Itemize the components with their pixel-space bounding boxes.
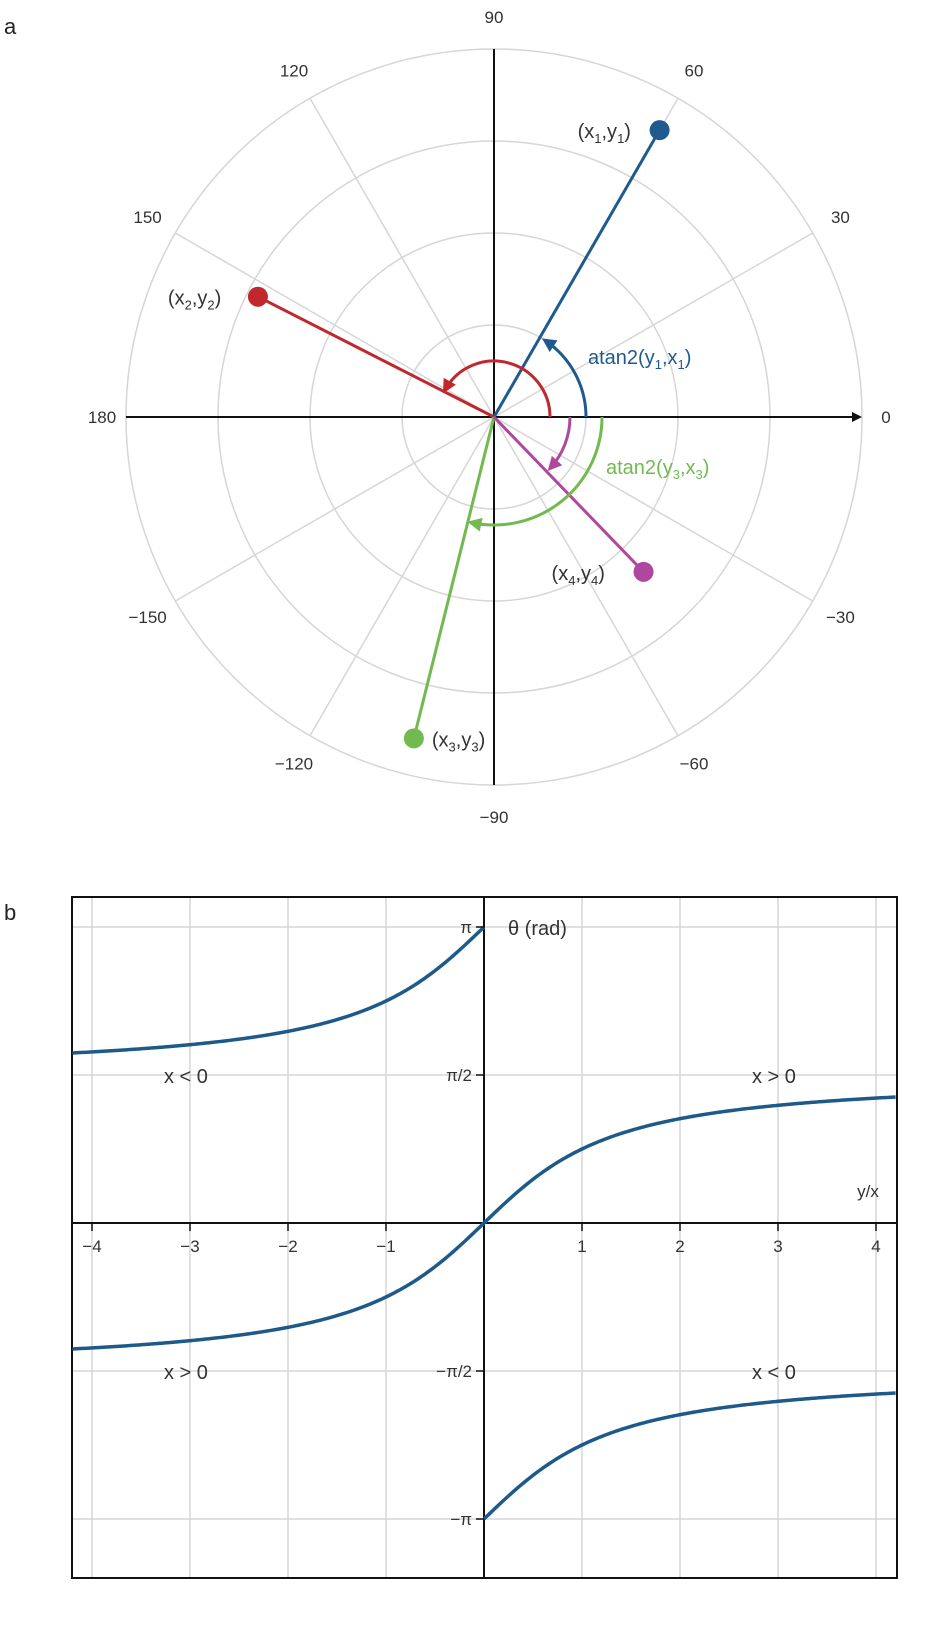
atan-series-0 bbox=[72, 925, 486, 1055]
x-tick-label: −4 bbox=[82, 1237, 101, 1256]
polar-angle-tick: 180 bbox=[88, 408, 116, 427]
x-tick-label: 1 bbox=[577, 1237, 586, 1256]
atan-series-2 bbox=[482, 1095, 896, 1225]
polar-spoke bbox=[309, 416, 495, 737]
polar-angle-tick: −150 bbox=[128, 608, 166, 627]
label-p2: (x2,y2) bbox=[168, 288, 221, 313]
x-tick-label: −1 bbox=[376, 1237, 395, 1256]
polar-spoke bbox=[493, 232, 814, 418]
y-tick-label: −π bbox=[450, 1510, 472, 1529]
angle-arrowhead-p3 bbox=[467, 517, 483, 532]
angle-arc-p1 bbox=[544, 339, 588, 418]
x-tick-label: 2 bbox=[675, 1237, 684, 1256]
polar-angle-tick: −90 bbox=[480, 808, 509, 827]
polar-angle-tick: 60 bbox=[685, 62, 704, 81]
annotation-atan1: atan2(y1,x1) bbox=[588, 347, 691, 372]
angle-arc-p2 bbox=[443, 359, 552, 418]
x-tick-label: 3 bbox=[773, 1237, 782, 1256]
polar-chart: 0 30 60 90 120 150 180 −150 −120 −90 −60 −30 (x1,y1… bbox=[88, 8, 891, 827]
angle-arrowhead-p1 bbox=[541, 338, 558, 353]
y-tick-label: π bbox=[460, 918, 472, 937]
annotation-atan3: atan2(y3,x3) bbox=[606, 457, 709, 482]
x-tick-label: −3 bbox=[180, 1237, 199, 1256]
angle-arc-p3 bbox=[471, 416, 604, 527]
angle-arrowhead-p2 bbox=[442, 377, 456, 394]
polar-angle-tick: −60 bbox=[680, 754, 709, 773]
point-p2 bbox=[247, 286, 268, 307]
polar-spoke bbox=[493, 416, 679, 737]
point-p3 bbox=[403, 728, 424, 749]
region-label: x < 0 bbox=[752, 1362, 796, 1384]
atan-series-1 bbox=[72, 1221, 486, 1351]
region-label: x > 0 bbox=[164, 1362, 208, 1384]
x-axis-label: y/x bbox=[857, 1182, 879, 1201]
angle-arrowhead-p4 bbox=[547, 455, 563, 471]
polar-spoke bbox=[174, 232, 495, 418]
polar-spoke bbox=[174, 416, 495, 602]
ray-p3 bbox=[412, 416, 496, 739]
polar-angle-tick: 150 bbox=[133, 208, 161, 227]
label-p3: (x3,y3) bbox=[432, 729, 485, 754]
y-tick-label: −π/2 bbox=[436, 1362, 472, 1381]
y-axis-label: θ (rad) bbox=[508, 918, 567, 940]
polar-angle-tick: 90 bbox=[485, 8, 504, 27]
polar-angle-tick: −120 bbox=[275, 754, 313, 773]
atan-series-3 bbox=[482, 1391, 896, 1521]
panel-b-letter: b bbox=[4, 900, 17, 925]
x-tick-label: −2 bbox=[278, 1237, 297, 1256]
y-tick-label: π/2 bbox=[446, 1066, 472, 1085]
x-tick-label: 4 bbox=[871, 1237, 880, 1256]
region-label: x > 0 bbox=[752, 1066, 796, 1088]
polar-angle-tick: −30 bbox=[826, 608, 855, 627]
polar-angle-tick: 0 bbox=[881, 408, 890, 427]
polar-angle-tick: 120 bbox=[280, 62, 308, 81]
point-p1 bbox=[649, 120, 670, 141]
panel-a-letter: a bbox=[4, 14, 17, 39]
ray-p2 bbox=[257, 295, 495, 419]
point-p4 bbox=[633, 561, 654, 582]
polar-spoke bbox=[493, 416, 814, 602]
polar-spoke bbox=[309, 97, 495, 418]
polar-angle-tick: 30 bbox=[831, 208, 850, 227]
label-p4: (x4,y4) bbox=[552, 563, 605, 588]
region-label: x < 0 bbox=[164, 1066, 208, 1088]
label-p1: (x1,y1) bbox=[578, 121, 631, 146]
